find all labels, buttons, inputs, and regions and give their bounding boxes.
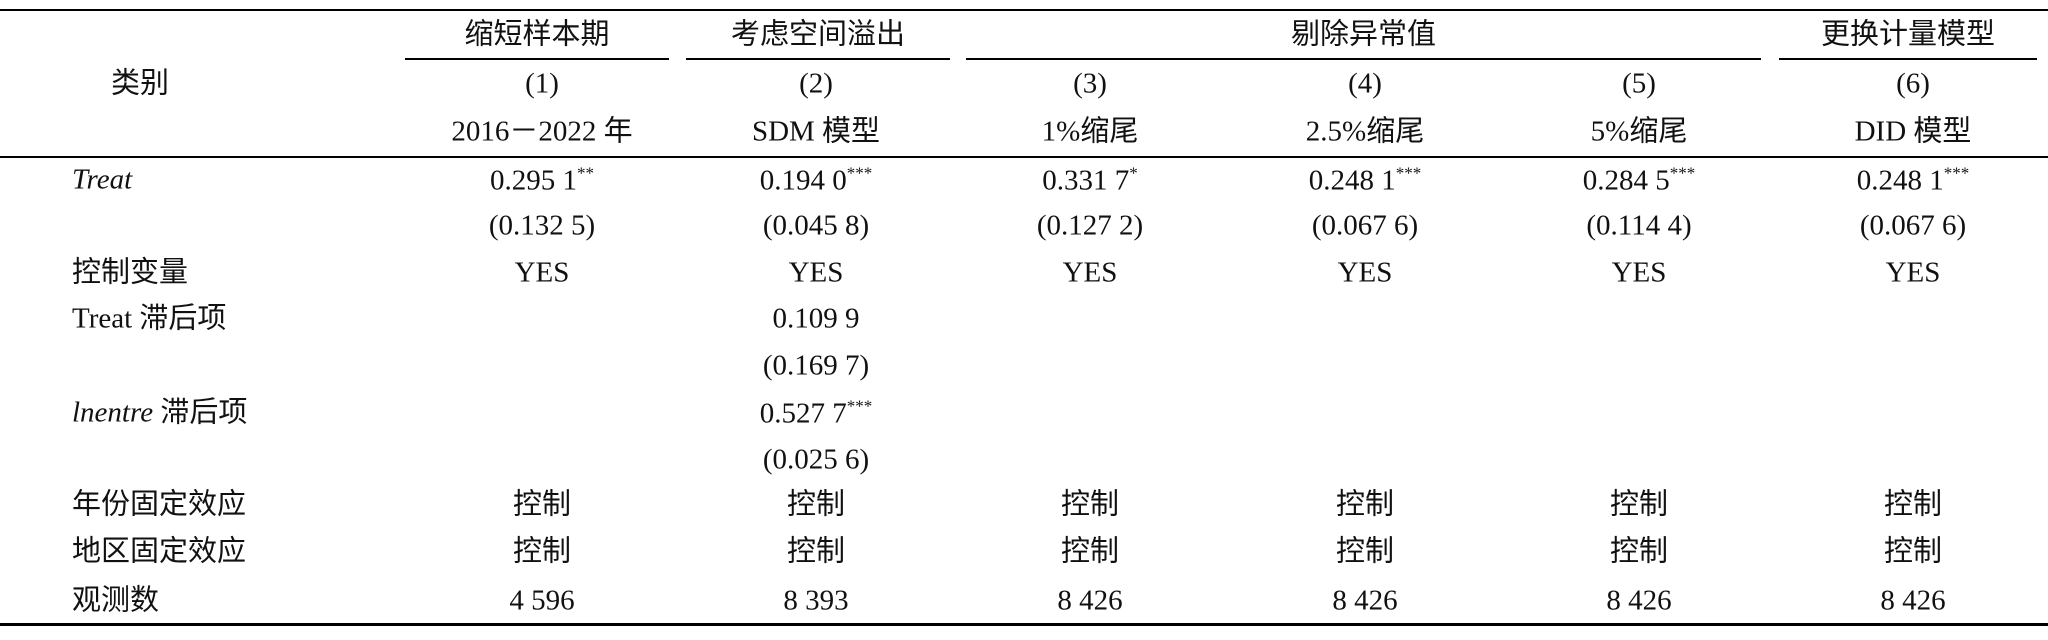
table-cell: 控制 (1060, 488, 1120, 521)
table-cell: 控制 (786, 488, 846, 521)
table-cell: (0.067 6) (1311, 209, 1419, 242)
row-label-text: 滞后项 (153, 396, 248, 429)
table-cell: 0.109 9 (772, 302, 860, 335)
row-label: lnentre 滞后项 (72, 396, 248, 429)
column-subheader: DID 模型 (1854, 115, 1972, 148)
cell-value: 0.248 1 (1856, 164, 1944, 197)
column-number: (3) (1073, 67, 1107, 100)
table-cell: 0.295 1** (490, 165, 594, 196)
cell-value: 0.331 7 (1042, 164, 1130, 197)
top-rule (0, 9, 2048, 11)
row-label: 地区固定效应 (72, 535, 247, 568)
table-cell: YES (1062, 256, 1118, 289)
column-number: (6) (1896, 67, 1930, 100)
significance-stars: *** (1669, 163, 1696, 183)
table-cell: (0.067 6) (1859, 209, 1967, 242)
column-subheader: SDM 模型 (751, 115, 881, 148)
row-label-text: 地区固定效应 (72, 535, 247, 568)
row-label-text: 年份固定效应 (72, 488, 247, 521)
table-cell: 控制 (512, 535, 572, 568)
table-cell: 控制 (1609, 488, 1669, 521)
table-cell: 8 393 (783, 584, 849, 617)
table-cell: 控制 (1335, 535, 1395, 568)
group-underline (686, 58, 950, 60)
table-cell: 控制 (512, 488, 572, 521)
table-cell: 0.331 7* (1042, 165, 1138, 196)
column-subheader: 2016－2022 年 (451, 115, 633, 148)
column-number: (1) (525, 67, 559, 100)
row-label: 控制变量 (72, 256, 189, 289)
corner-label: 类别 (110, 67, 170, 100)
row-label-italic: lnentre (72, 396, 154, 429)
table-cell: (0.025 6) (762, 443, 870, 476)
table-cell: 0.284 5*** (1583, 165, 1696, 196)
table-cell: 0.194 0*** (760, 165, 873, 196)
group-header: 考虑空间溢出 (730, 18, 906, 51)
column-number: (2) (799, 67, 833, 100)
cell-value: 0.284 5 (1582, 164, 1670, 197)
row-label: Treat (72, 163, 133, 196)
table-cell: 控制 (1335, 488, 1395, 521)
table-cell: YES (514, 256, 570, 289)
table-cell: (0.132 5) (488, 209, 596, 242)
table-cell: YES (1611, 256, 1667, 289)
column-subheader: 5%缩尾 (1590, 115, 1688, 148)
row-label-text: 控制变量 (72, 256, 189, 289)
cell-value: 0.295 1 (490, 164, 577, 197)
table-cell: (0.127 2) (1036, 209, 1144, 242)
row-label: 观测数 (72, 584, 160, 617)
table-cell: 8 426 (1057, 584, 1123, 617)
table-cell: YES (788, 256, 844, 289)
table-cell: 控制 (1609, 535, 1669, 568)
significance-stars: *** (846, 163, 873, 183)
group-underline (966, 58, 1761, 60)
cell-value: 0.194 0 (759, 164, 847, 197)
group-header: 缩短样本期 (464, 18, 610, 51)
table-cell: 8 426 (1332, 584, 1398, 617)
table-cell: 控制 (1883, 488, 1943, 521)
cell-value: 0.248 1 (1308, 164, 1396, 197)
table-cell: 4 596 (509, 584, 575, 617)
table-cell: 控制 (1883, 535, 1943, 568)
bottom-rule (0, 623, 2048, 626)
row-label: 年份固定效应 (72, 488, 247, 521)
significance-stars: *** (1943, 163, 1970, 183)
group-underline (405, 58, 669, 60)
column-subheader: 2.5%缩尾 (1305, 115, 1425, 148)
table-cell: 控制 (1060, 535, 1120, 568)
table-cell: 控制 (786, 535, 846, 568)
significance-stars: ** (577, 163, 594, 183)
table-cell: YES (1885, 256, 1941, 289)
column-number: (5) (1622, 67, 1656, 100)
column-subheader: 1%缩尾 (1041, 115, 1139, 148)
mid-rule (0, 156, 2048, 158)
group-header: 剔除异常值 (1290, 18, 1437, 51)
table-cell: 0.248 1*** (1857, 165, 1970, 196)
table-cell: YES (1337, 256, 1393, 289)
table-cell: 0.527 7*** (760, 398, 873, 429)
significance-stars: *** (846, 396, 873, 416)
group-underline (1779, 58, 2037, 60)
cell-value: 0.527 7 (759, 397, 847, 430)
table-cell: 8 426 (1880, 584, 1946, 617)
table-cell: (0.045 8) (762, 209, 870, 242)
row-label-text: Treat 滞后项 (72, 302, 227, 335)
group-header: 更换计量模型 (1820, 18, 1996, 51)
table-cell: (0.169 7) (762, 349, 870, 382)
row-label: Treat 滞后项 (72, 302, 227, 335)
row-label-text: 观测数 (72, 584, 160, 617)
significance-stars: *** (1395, 163, 1422, 183)
table-cell: (0.114 4) (1586, 209, 1692, 242)
table-cell: 0.248 1*** (1309, 165, 1422, 196)
column-number: (4) (1348, 67, 1382, 100)
table-cell: 8 426 (1606, 584, 1672, 617)
significance-stars: * (1129, 163, 1138, 183)
row-label-italic: Treat (72, 163, 133, 196)
